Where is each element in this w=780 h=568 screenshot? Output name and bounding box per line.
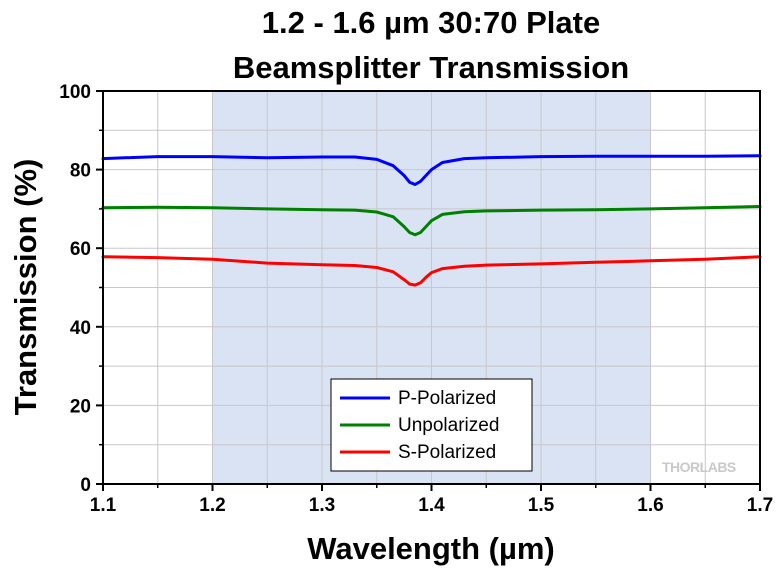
x-tick-label: 1.2 bbox=[199, 495, 225, 516]
x-tick-label: 1.7 bbox=[747, 495, 773, 516]
legend-label-unpolarized: Unpolarized bbox=[398, 415, 499, 436]
series-layer bbox=[101, 154, 762, 287]
y-axis-label: Transmission (%) bbox=[8, 159, 43, 416]
x-tick-label: 1.6 bbox=[637, 495, 663, 516]
x-tick-label: 1.4 bbox=[418, 495, 445, 516]
series-line-unpolarized bbox=[101, 205, 762, 237]
chart-title-line-2: Beamsplitter Transmission bbox=[233, 50, 629, 85]
tick-layer: 1.1 1.2 1.3 1.4 1.5 1.6 1.7 0 20 40 60 80 100 bbox=[59, 82, 773, 516]
x-tick-label: 1.1 bbox=[90, 495, 117, 516]
series-line-s-polarized bbox=[101, 255, 762, 287]
legend-label-p-polarized: P-Polarized bbox=[398, 388, 496, 409]
legend-label-s-polarized: S-Polarized bbox=[398, 442, 496, 463]
y-tick-label: 20 bbox=[70, 396, 91, 417]
y-tick-label: 80 bbox=[70, 161, 91, 182]
y-tick-label: 100 bbox=[59, 82, 91, 103]
y-tick-label: 40 bbox=[70, 318, 91, 339]
x-tick-label: 1.5 bbox=[528, 495, 555, 516]
y-tick-label: 60 bbox=[70, 239, 91, 260]
y-tick-label: 0 bbox=[80, 475, 91, 496]
x-tick-label: 1.3 bbox=[309, 495, 335, 516]
chart-title-line-1: 1.2 - 1.6 µm 30:70 Plate bbox=[262, 5, 600, 40]
series-line-p-polarized bbox=[101, 154, 762, 186]
x-axis-label: Wavelength (µm) bbox=[307, 531, 555, 566]
thorlabs-watermark: THORLABS bbox=[662, 459, 736, 475]
legend: P-Polarized Unpolarized S-Polarized bbox=[330, 378, 533, 472]
